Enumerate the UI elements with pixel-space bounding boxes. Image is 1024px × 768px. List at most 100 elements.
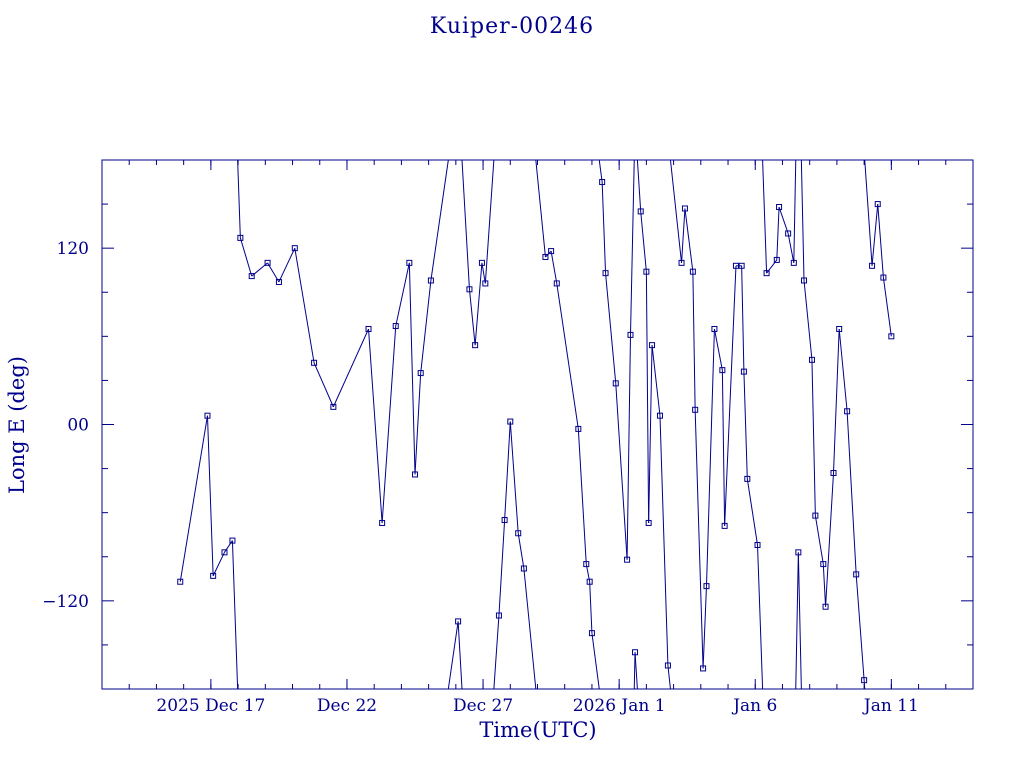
data-point [210, 572, 217, 579]
data-point [392, 323, 399, 330]
chart-title: Kuiper-00246 [429, 14, 595, 39]
series-segment [762, 160, 768, 274]
data-point [711, 325, 718, 332]
series-segment [420, 280, 432, 374]
data-point [602, 270, 609, 277]
series-segment [626, 334, 631, 560]
series-segment [724, 265, 737, 526]
data-point [379, 519, 386, 526]
data-point [732, 262, 739, 269]
data-point [861, 677, 868, 684]
series-segment [766, 259, 778, 274]
series-segment [778, 206, 789, 234]
data-point [689, 268, 696, 275]
data-point [553, 280, 560, 287]
series-segment [797, 552, 802, 689]
data-point [649, 342, 656, 349]
y-tick-label: 00 [67, 416, 89, 436]
data-point [721, 522, 728, 529]
data-point [844, 408, 851, 415]
data-point [822, 603, 829, 610]
series-segment [598, 160, 603, 183]
data-point [365, 325, 372, 332]
data-point [656, 412, 663, 419]
x-tick-label: Dec 22 [317, 696, 377, 716]
data-point [515, 530, 522, 537]
series-segment [825, 472, 835, 607]
series-segment [206, 415, 214, 576]
series-segment [237, 160, 241, 238]
series-segment [498, 519, 506, 616]
series-segment [457, 621, 463, 689]
series-segment [461, 160, 470, 290]
data-point [330, 403, 337, 410]
data-point [204, 412, 211, 419]
series-segment [877, 204, 884, 278]
series-segment [523, 568, 537, 689]
data-point [624, 556, 631, 563]
series-segment [743, 371, 748, 479]
y-tick-label: −120 [42, 592, 89, 612]
series-segment [659, 415, 669, 666]
series-segment [757, 544, 764, 689]
series-segment [550, 251, 558, 284]
data-point [812, 512, 819, 519]
series-segment [648, 345, 653, 523]
series-segment [846, 411, 857, 575]
data-point [291, 245, 298, 252]
series-segment [589, 581, 593, 634]
series-segment [787, 233, 795, 263]
tick-layer [101, 160, 974, 689]
series-segment [493, 615, 500, 689]
data-point [520, 565, 527, 572]
plot-area-frame [101, 159, 974, 690]
data-point [790, 259, 797, 266]
series-segment [447, 621, 459, 689]
series-segment [629, 160, 635, 335]
series-segment [430, 160, 449, 281]
series-segment [509, 421, 519, 534]
data-point [645, 519, 652, 526]
data-point [744, 475, 751, 482]
data-point [221, 549, 228, 556]
series-layer [177, 160, 895, 689]
series-segment [803, 280, 813, 360]
data-point [754, 541, 761, 548]
series-segment [224, 540, 233, 553]
data-point [678, 259, 685, 266]
series-segment [239, 237, 253, 277]
data-point [719, 367, 726, 374]
series-segment [713, 328, 723, 371]
data-point [664, 662, 671, 669]
data-point [417, 370, 424, 377]
data-point [501, 517, 508, 524]
series-segment [179, 415, 208, 582]
series-segment [702, 586, 707, 669]
series-segment [577, 428, 587, 565]
series-segment [517, 533, 525, 569]
data-point [248, 273, 255, 280]
data-point [575, 425, 582, 432]
series-segment [481, 262, 486, 284]
series-segment [681, 208, 686, 263]
data-point [632, 649, 639, 656]
y-tick-label: 120 [57, 239, 89, 259]
data-point [703, 583, 710, 590]
data-point [478, 259, 485, 266]
series-segment [694, 409, 704, 669]
series-segment [692, 271, 696, 410]
data-point [830, 469, 837, 476]
series-segment [278, 247, 296, 283]
series-segment [294, 248, 315, 363]
x-tick-label: Jan 6 [731, 696, 777, 716]
series-segment [368, 328, 383, 523]
data-point [627, 331, 634, 338]
y-axis-label: Long E (deg) [5, 356, 29, 494]
data-point [548, 248, 555, 255]
data-point [466, 286, 473, 293]
data-point [692, 406, 699, 413]
data-point [275, 278, 282, 285]
series-segment [504, 421, 511, 521]
series-segment [776, 207, 780, 260]
